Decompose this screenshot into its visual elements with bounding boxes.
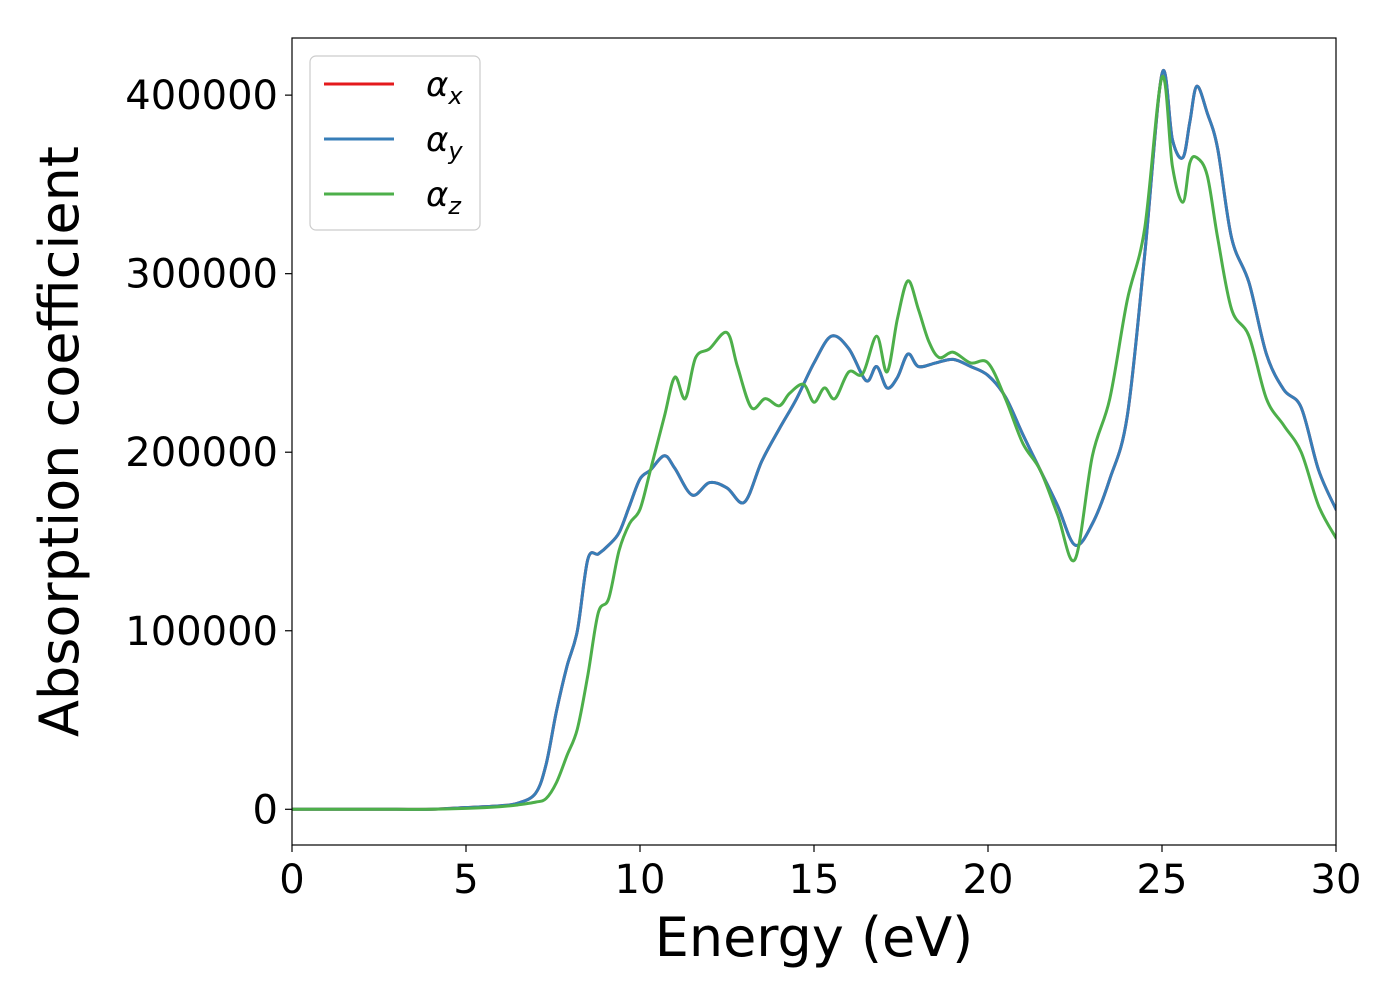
x-tick-label: 30 <box>1311 857 1362 903</box>
y-tick-label: 400000 <box>125 73 278 119</box>
x-tick-label: 0 <box>279 857 304 903</box>
y-axis-label: Absorption coefficient <box>28 146 91 737</box>
series-line-y <box>292 69 1336 811</box>
axes-layer: 0 5 10 15 20 25 30 0 100000 200000 300000 400000 Ene… <box>28 37 1362 969</box>
x-tick-label: 5 <box>453 857 478 903</box>
series-line-z <box>292 75 1336 811</box>
x-tick-label: 10 <box>615 857 666 903</box>
plot-layer <box>292 69 1336 811</box>
legend-box <box>309 55 481 231</box>
y-tick-label: 100000 <box>125 609 278 655</box>
y-tick-label: 300000 <box>125 252 278 298</box>
legend-label-x: αx <box>426 65 463 110</box>
y-tick-label: 200000 <box>125 430 278 476</box>
x-tick-label: 15 <box>789 857 840 903</box>
x-axis-label: Energy (eV) <box>655 906 974 969</box>
x-tick-label: 25 <box>1137 857 1188 903</box>
y-tick-label: 0 <box>253 787 278 833</box>
legend-label-y: αy <box>426 120 463 165</box>
x-tick-label: 20 <box>963 857 1014 903</box>
